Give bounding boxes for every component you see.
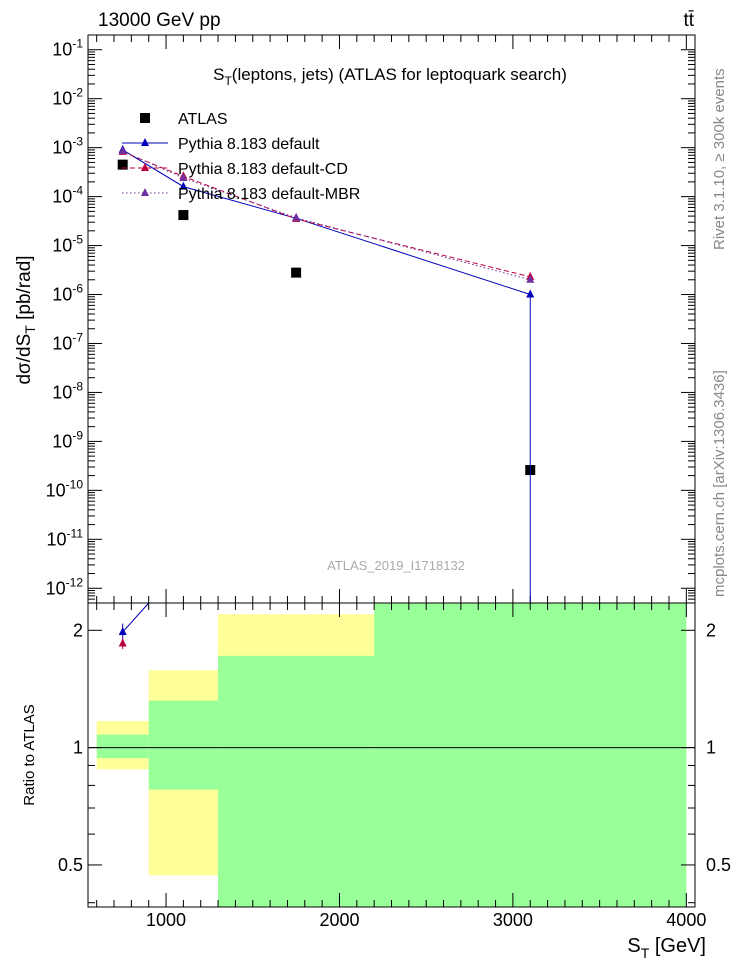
ratio-inner-band [148, 700, 219, 790]
x-tick-label: 4000 [666, 910, 706, 930]
mcplots-label: mcplots.cern.ch [arXiv:1306.3436] [711, 370, 728, 597]
mc-series-marker [526, 289, 535, 298]
main-panel: 10-1 10-2 10-3 10-4 10-5 10-6 10-7 10-8 10-9 10-1… [14, 34, 696, 907]
legend: ATLAS Pythia 8.183 default Pythia 8.183 de… [122, 111, 360, 203]
x-tick-label: 3000 [493, 910, 533, 930]
x-axis-label: ST [GeV] [627, 935, 706, 961]
main-y-tick-label: 10-6 [52, 282, 83, 305]
legend-marker [141, 138, 149, 146]
atlas-data-point [178, 210, 189, 221]
ratio-inner-band [374, 603, 687, 907]
atlas-data-point [291, 267, 302, 278]
main-y-tick-label: 10-1 [52, 37, 83, 60]
ratio-y-tick-label-right: 0.5 [706, 855, 731, 875]
mc-series-line [122, 149, 531, 295]
x-tick-label: 2000 [319, 910, 359, 930]
main-x-ticks [96, 35, 687, 603]
legend-marker [141, 188, 149, 196]
main-series [117, 144, 536, 907]
legend-label: Pythia 8.183 default-MBR [178, 186, 360, 203]
legend-label: ATLAS [178, 111, 228, 128]
energy-label: 13000 GeV pp [98, 10, 221, 31]
ratio-inner-band [218, 655, 375, 907]
main-y-tick-label: 10-4 [52, 184, 83, 207]
legend-label: Pythia 8.183 default [178, 136, 320, 153]
main-y-tick-label: 10-7 [52, 330, 83, 353]
ratio-y-tick-label: 0.5 [58, 855, 83, 875]
main-plot-area [88, 35, 695, 603]
ratio-inner-band [96, 734, 149, 759]
process-label: tt̄ [683, 10, 694, 31]
ratio-lines [88, 602, 695, 749]
ratio-y-tick-label-right: 1 [706, 738, 716, 758]
main-y-tick-label: 10-8 [52, 379, 83, 402]
legend-marker [141, 163, 149, 171]
plot-title: ST(leptons, jets) (ATLAS for leptoquark … [213, 65, 567, 88]
main-y-ticks: 10-1 10-2 10-3 10-4 10-5 10-6 10-7 10-8 10-9 10-1… [46, 34, 695, 604]
legend-label: Pythia 8.183 default-CD [178, 161, 348, 178]
ratio-frame [87, 602, 696, 908]
main-y-tick-label: 10-10 [46, 477, 84, 500]
ratio-y-tick-label: 1 [73, 738, 83, 758]
main-y-tick-label: 10-12 [46, 575, 84, 598]
rivet-label: Rivet 3.1.10, ≥ 300k events [711, 68, 728, 250]
x-tick-label: 1000 [146, 910, 186, 930]
atlas-data-point [117, 159, 128, 170]
main-y-axis-label: dσ/dST [pb/rad] [14, 255, 38, 384]
main-y-tick-label: 10-3 [52, 135, 83, 158]
ratio-ticks: 1000 2000 3000 4000 0.5 0.5 1 1 2 2 [58, 603, 731, 930]
ratio-default-trend [122, 602, 150, 633]
mc-series-marker [526, 274, 535, 283]
ratio-y-tick-label-right: 2 [706, 620, 716, 640]
mc-series-marker [118, 146, 127, 155]
mc-series-line [122, 150, 531, 281]
main-y-tick-label: 10-5 [52, 233, 83, 256]
mc-series-marker [292, 212, 301, 221]
ratio-panel: 1000 2000 3000 4000 0.5 0.5 1 1 2 2 Ratio to ATLA… [21, 602, 731, 961]
main-y-tick-label: 10-2 [52, 86, 83, 109]
main-y-tick-label: 10-9 [52, 428, 83, 451]
mc-series-marker [179, 172, 188, 181]
ratio-bands [96, 603, 687, 907]
ratio-point [118, 626, 127, 635]
ratio-point [118, 638, 127, 647]
ratio-y-axis-label: Ratio to ATLAS [21, 704, 38, 805]
analysis-watermark: ATLAS_2019_I1718132 [327, 558, 465, 573]
ratio-y-tick-label: 2 [73, 620, 83, 640]
legend-marker-atlas [140, 113, 150, 123]
mc-series-marker [179, 181, 188, 190]
main-y-tick-label: 10-11 [47, 526, 84, 549]
